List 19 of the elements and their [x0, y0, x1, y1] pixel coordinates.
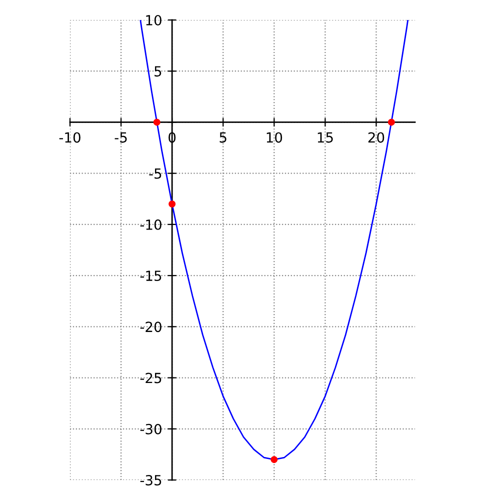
point — [388, 118, 395, 126]
x-tick-label: -10 — [59, 132, 80, 143]
y-tick-label: -25 — [140, 372, 162, 384]
x-tick-label: 15 — [318, 132, 333, 143]
point — [270, 456, 278, 464]
y-tick-label: -30 — [140, 424, 162, 434]
y-tick-label: -35 — [140, 474, 162, 486]
y-tick-label: 10 — [146, 14, 162, 26]
y-tick-label: -5 — [149, 168, 162, 179]
point — [168, 200, 176, 208]
x-tick-label: 5 — [220, 132, 226, 143]
point — [153, 118, 160, 126]
y-tick-label: 5 — [154, 66, 162, 77]
x-tick-label: -5 — [114, 132, 127, 143]
y-tick-label: -15 — [140, 270, 162, 282]
x-tick-label: 10 — [266, 132, 282, 143]
x-tick-label: 20 — [368, 132, 384, 143]
y-tick-label: -20 — [140, 322, 162, 332]
y-tick-label: -10 — [140, 219, 162, 230]
